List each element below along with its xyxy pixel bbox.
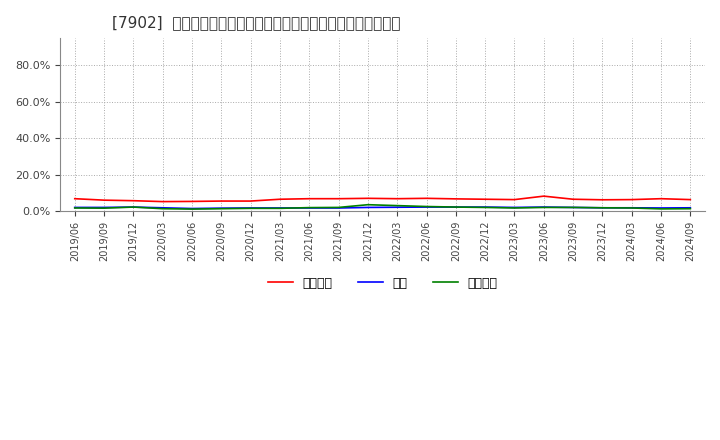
買入債務 (246, 206, 255, 211)
在庫 (539, 205, 548, 210)
売上債権 (158, 199, 167, 204)
売上債権 (569, 197, 577, 202)
売上債権 (71, 196, 79, 202)
在庫 (393, 205, 402, 210)
在庫 (598, 205, 607, 210)
Legend: 売上債権, 在庫, 買入債務: 売上債権, 在庫, 買入債務 (263, 272, 503, 295)
売上債権 (305, 196, 314, 202)
在庫 (422, 205, 431, 210)
買入債務 (569, 205, 577, 210)
買入債務 (481, 205, 490, 210)
在庫 (217, 205, 225, 211)
売上債権 (422, 196, 431, 201)
売上債権 (481, 197, 490, 202)
Line: 売上債権: 売上債権 (75, 196, 690, 202)
買入債務 (305, 205, 314, 210)
売上債権 (451, 196, 460, 202)
買入債務 (129, 205, 138, 210)
在庫 (510, 205, 519, 210)
売上債権 (657, 196, 665, 202)
Line: 買入債務: 買入債務 (75, 205, 690, 209)
買入債務 (539, 205, 548, 210)
買入債務 (686, 206, 695, 211)
売上債権 (598, 197, 607, 202)
売上債権 (129, 198, 138, 203)
買入債務 (71, 205, 79, 211)
在庫 (100, 205, 109, 210)
売上債権 (539, 194, 548, 199)
売上債権 (100, 198, 109, 203)
Text: [7902]  売上債権、在庫、買入債務の総資産に対する比率の推移: [7902] 売上債権、在庫、買入債務の総資産に対する比率の推移 (112, 15, 400, 30)
在庫 (71, 205, 79, 210)
売上債権 (510, 197, 519, 202)
売上債権 (686, 197, 695, 202)
売上債権 (627, 197, 636, 202)
買入債務 (217, 206, 225, 211)
在庫 (364, 205, 372, 210)
Line: 在庫: 在庫 (75, 207, 690, 209)
買入債務 (188, 206, 197, 212)
買入債務 (627, 205, 636, 211)
在庫 (657, 205, 665, 211)
買入債務 (598, 205, 607, 210)
買入債務 (393, 203, 402, 208)
在庫 (627, 205, 636, 210)
買入債務 (657, 206, 665, 212)
売上債権 (188, 199, 197, 204)
在庫 (276, 205, 284, 211)
買入債務 (422, 204, 431, 209)
買入債務 (334, 205, 343, 210)
在庫 (686, 205, 695, 210)
在庫 (334, 205, 343, 211)
在庫 (305, 205, 314, 211)
売上債権 (246, 198, 255, 204)
在庫 (246, 205, 255, 211)
在庫 (481, 205, 490, 210)
売上債権 (393, 196, 402, 202)
売上債権 (217, 198, 225, 204)
在庫 (158, 205, 167, 210)
買入債務 (510, 205, 519, 211)
売上債権 (276, 197, 284, 202)
売上債権 (334, 196, 343, 202)
在庫 (188, 206, 197, 211)
在庫 (451, 205, 460, 210)
在庫 (129, 205, 138, 210)
売上債権 (364, 196, 372, 201)
買入債務 (451, 205, 460, 210)
買入債務 (158, 206, 167, 211)
買入債務 (100, 205, 109, 211)
買入債務 (364, 202, 372, 207)
買入債務 (276, 206, 284, 211)
在庫 (569, 205, 577, 210)
